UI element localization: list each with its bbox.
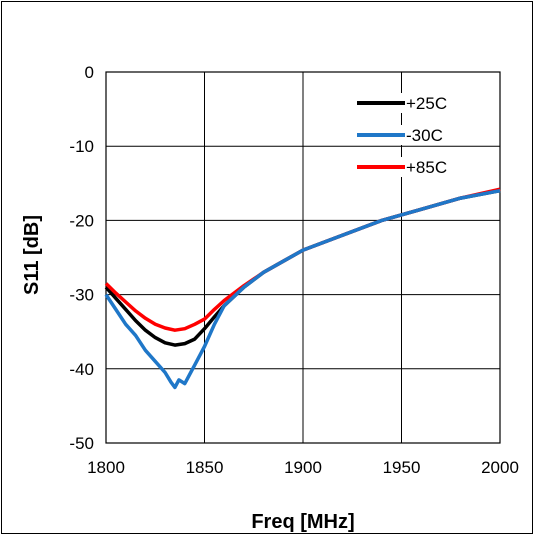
y-tick-label: -40 (69, 360, 94, 379)
y-tick-label: -20 (69, 211, 94, 230)
y-axis-title: S11 [dB] (21, 215, 43, 295)
legend-label: -30C (406, 126, 443, 145)
series-line-minus30c (104, 188, 501, 390)
x-tick-label: 1950 (383, 458, 421, 477)
y-tick-label: 0 (85, 63, 94, 82)
y-tick-label: -10 (69, 137, 94, 156)
y-tick-label: -50 (69, 434, 94, 453)
legend-label: +85C (406, 158, 447, 177)
x-tick-label: 1850 (186, 458, 224, 477)
x-tick-label: 2000 (481, 458, 519, 477)
x-tick-label: 1800 (87, 458, 125, 477)
legend: +25C -30C +85C (355, 93, 451, 177)
legend-label: +25C (406, 94, 447, 113)
y-tick-labels: 0 -10 -20 -30 -40 -50 (69, 63, 94, 453)
x-tick-labels: 1800 1850 1900 1950 2000 (87, 458, 519, 477)
plot-border (105, 71, 501, 444)
x-tick-label: 1900 (284, 458, 322, 477)
y-tick-label: -30 (69, 286, 94, 305)
x-axis-title: Freq [MHz] (251, 511, 354, 533)
series-lines (104, 187, 501, 390)
grid (105, 71, 501, 444)
